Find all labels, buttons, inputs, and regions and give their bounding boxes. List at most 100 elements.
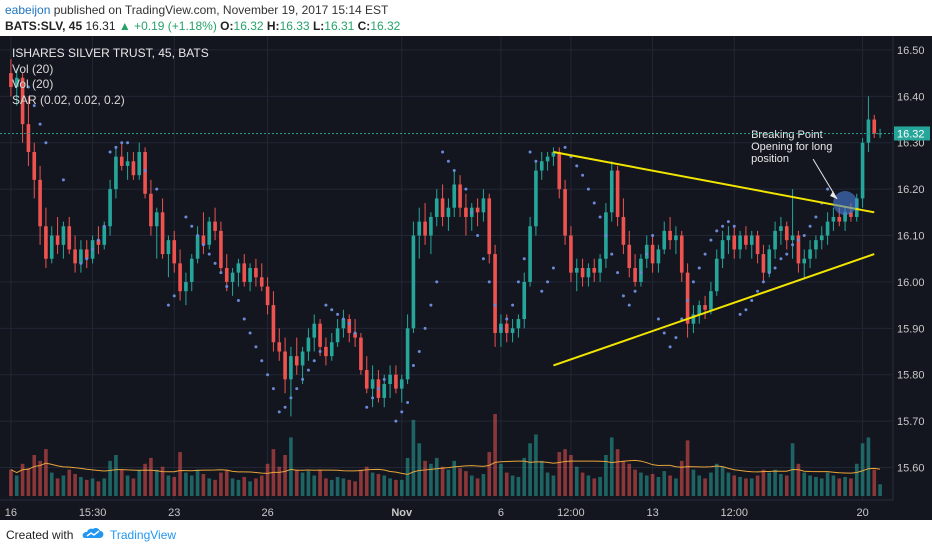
sar-dot [143, 169, 147, 173]
candle-body [732, 235, 737, 250]
volume-bar [370, 472, 375, 496]
volume-bar [417, 443, 422, 496]
candle-body [563, 189, 567, 236]
sar-dot [476, 234, 480, 238]
sar-dot [406, 401, 410, 405]
candle-body [586, 268, 591, 278]
volume-bar [20, 463, 25, 496]
sar-dot [516, 280, 520, 284]
price-tick-label: 16.20 [897, 184, 925, 196]
volume-bar [73, 474, 77, 496]
candle-body [504, 323, 509, 333]
volume-bar [399, 479, 404, 496]
sar-dot [651, 234, 655, 238]
candle-body [9, 73, 13, 88]
sar-dot [726, 220, 730, 224]
sar-dot [826, 187, 830, 191]
sar-dot [336, 312, 340, 316]
volume-bar [837, 478, 842, 496]
volume-bar [178, 452, 182, 496]
volume-bar [604, 455, 608, 496]
chart-legend: ISHARES SILVER TRUST, 45, BATS Vol (20) … [12, 46, 209, 108]
volume-bar [259, 475, 264, 496]
volume-bar [335, 476, 340, 496]
candle-body [429, 216, 433, 236]
sar-dot [283, 405, 287, 409]
candle-body [84, 249, 89, 259]
tradingview-logo-icon[interactable] [82, 526, 104, 542]
price-chart[interactable]: 16.50 16.40 16.30 16.20 16.10 16.00 15.90 15.80… [0, 36, 932, 520]
sar-dot [621, 294, 625, 298]
price-tick-label: 16.30 [897, 138, 925, 150]
sar-dot [592, 201, 596, 205]
candle-body [639, 258, 643, 282]
candle-body [609, 170, 614, 213]
candle-body [230, 272, 235, 282]
annotation-text: Breaking Point [751, 129, 823, 141]
author-link[interactable]: eabeijon [5, 3, 51, 17]
candle-body [872, 119, 877, 134]
volume-bar [137, 469, 142, 496]
volume-bar [14, 475, 19, 496]
sar-dot [767, 271, 771, 275]
close-value: 16.32 [370, 19, 401, 33]
volume-bar [236, 479, 241, 496]
volume-bar [627, 463, 632, 496]
volume-bar [475, 478, 480, 496]
candle-body [67, 226, 72, 250]
volume-bar [452, 460, 457, 496]
candle-body [137, 152, 142, 176]
volume-bar [38, 460, 42, 496]
volume-bar [726, 472, 731, 496]
candle-body [528, 226, 532, 282]
sar-dot [773, 266, 777, 270]
open-value: 16.32 [233, 19, 264, 33]
candle-body [207, 221, 212, 245]
candle-body [353, 332, 357, 338]
sar-dot [581, 173, 585, 177]
volume-bar [539, 460, 544, 496]
candle-body [662, 230, 667, 250]
time-tick-label: 12:00 [720, 507, 748, 519]
candle-body [755, 235, 760, 255]
volume-bar [662, 471, 667, 496]
candle-body [411, 235, 416, 329]
candle-body [125, 161, 130, 166]
volume-bar [434, 457, 439, 496]
volume-bar [324, 478, 328, 496]
candle-body [49, 235, 54, 259]
volume-bar [119, 469, 124, 496]
volume-bar [84, 479, 89, 496]
candle-body [481, 198, 486, 213]
sar-dot [738, 312, 742, 316]
created-with-label: Created with [6, 528, 74, 542]
volume-bar [382, 475, 387, 496]
candle-body [189, 258, 194, 282]
volume-bar [819, 478, 824, 496]
legend-vol-2[interactable]: Vol (20) [12, 77, 54, 91]
sar-dot [493, 303, 497, 307]
sar-dot [120, 141, 124, 145]
legend-vol-1[interactable]: Vol (20) [12, 61, 54, 76]
tradingview-brand[interactable]: TradingView [110, 528, 177, 542]
candle-body [254, 268, 258, 278]
volume-bar [143, 463, 147, 496]
sar-dot [645, 252, 649, 256]
time-tick-label: 20 [856, 507, 868, 519]
volume-bar [44, 449, 48, 496]
volume-bar [545, 472, 550, 496]
candle-body [172, 240, 177, 264]
publish-info: published on TradingView.com, November 1… [50, 3, 389, 17]
chart-panel[interactable]: 16.50 16.40 16.30 16.20 16.10 16.00 15.90 15.80… [0, 36, 932, 520]
sar-dot [371, 396, 375, 400]
volume-bar [755, 475, 760, 496]
legend-sar[interactable]: SAR (0.02, 0.02, 0.2) [12, 92, 125, 107]
high-value: 16.33 [279, 19, 310, 33]
volume-bar [446, 469, 451, 496]
sar-dot [656, 317, 660, 321]
candle-body [726, 235, 731, 241]
candle-body [784, 226, 789, 241]
sar-dot [365, 405, 369, 409]
sar-dot [201, 243, 205, 247]
volume-bar [184, 472, 188, 496]
